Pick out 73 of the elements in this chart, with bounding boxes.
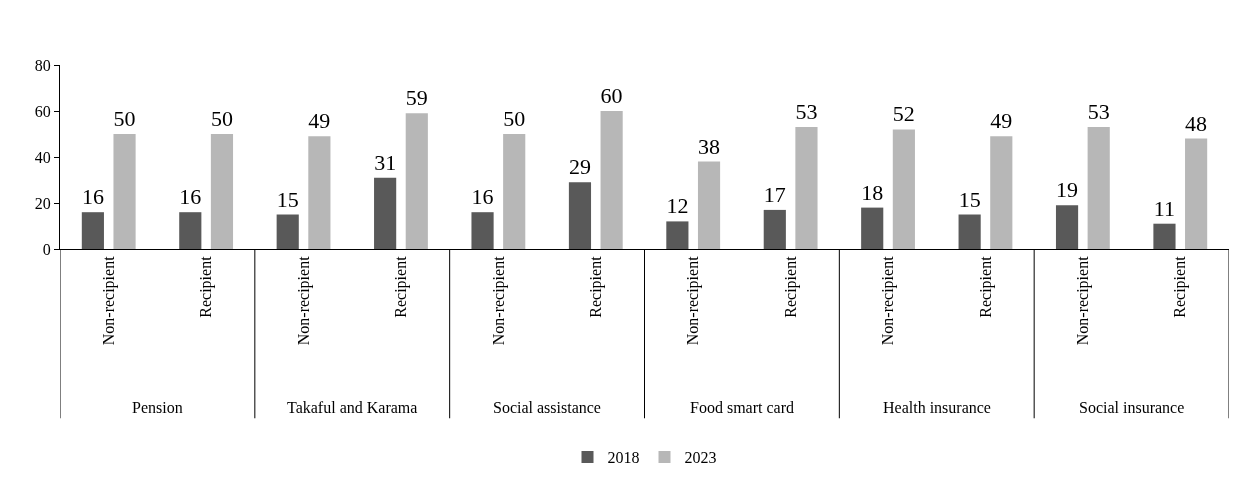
- data-label: 15: [276, 186, 299, 212]
- text: Health insurance: [883, 399, 991, 416]
- bar: [1087, 127, 1110, 249]
- x-tick-label: Non-recipient: [489, 255, 508, 346]
- x-tick-label: Non-recipient: [99, 255, 118, 346]
- x-tick-label: Recipient: [197, 255, 216, 318]
- data-label: 52: [892, 101, 915, 127]
- x-tick-label: Recipient: [392, 255, 411, 318]
- bar: [374, 177, 397, 249]
- bar: [1153, 223, 1176, 249]
- data-label: 11: [1153, 195, 1176, 221]
- bar: [763, 209, 786, 249]
- data-label: 38: [698, 133, 721, 159]
- bar: [892, 129, 915, 249]
- legend-label: 2023: [684, 449, 717, 467]
- x-tick-label: Recipient: [586, 255, 605, 318]
- data-label: 29: [568, 154, 591, 180]
- x-tick-label: Non-recipient: [879, 255, 898, 346]
- bar: [210, 134, 234, 249]
- bar: [600, 111, 623, 249]
- bar: [179, 212, 202, 249]
- bar: [697, 161, 721, 249]
- data-label: 15: [958, 186, 981, 212]
- y-tick-label: 0: [42, 240, 51, 258]
- data-label: 50: [503, 106, 526, 131]
- bar: [990, 136, 1013, 249]
- data-label: 53: [1087, 99, 1110, 125]
- y-tick-label: 60: [34, 102, 51, 120]
- data-label: 16: [179, 184, 202, 210]
- bar: [276, 214, 299, 249]
- data-label: 19: [1056, 177, 1079, 203]
- bar: [795, 127, 818, 249]
- bar: [113, 134, 136, 249]
- data-label: 50: [113, 106, 136, 131]
- data-label: 12: [666, 193, 689, 219]
- bar: [958, 214, 981, 249]
- data-label: 49: [308, 108, 331, 134]
- bar: [503, 134, 526, 249]
- bar: [405, 113, 428, 249]
- y-tick-label: 80: [34, 56, 51, 74]
- data-label: 17: [763, 181, 786, 207]
- text: Social insurance: [1079, 399, 1185, 416]
- bar: [666, 221, 689, 249]
- bar: [308, 136, 331, 249]
- data-label: 59: [405, 85, 428, 111]
- bar: [861, 207, 884, 249]
- text: Social assistance: [493, 399, 601, 416]
- data-label: 16: [81, 184, 104, 210]
- bar: [568, 182, 592, 249]
- text: Takaful and Karama: [287, 399, 418, 416]
- legend-label: 2018: [607, 449, 640, 467]
- bar: [1055, 205, 1079, 249]
- data-label: 50: [210, 106, 233, 131]
- x-tick-label: Non-recipient: [294, 255, 313, 346]
- data-label: 31: [374, 149, 397, 175]
- y-tick-label: 20: [34, 194, 51, 212]
- bar: [471, 212, 494, 249]
- x-tick-label: Recipient: [1171, 255, 1190, 318]
- x-tick-label: Recipient: [976, 255, 995, 318]
- data-label: 18: [861, 179, 884, 205]
- bar: [1185, 138, 1208, 249]
- data-label: 49: [990, 108, 1013, 134]
- data-label: 53: [795, 99, 818, 125]
- data-label: 16: [471, 184, 494, 210]
- data-label: 60: [600, 83, 623, 108]
- bar: [81, 212, 104, 249]
- x-tick-label: Recipient: [781, 255, 800, 318]
- y-tick-label: 40: [34, 148, 51, 166]
- text: Pension: [132, 399, 183, 416]
- text: Food smart card: [690, 399, 794, 416]
- data-label: 48: [1185, 110, 1208, 136]
- x-tick-label: Non-recipient: [684, 255, 703, 346]
- x-tick-label: Non-recipient: [1074, 255, 1093, 346]
